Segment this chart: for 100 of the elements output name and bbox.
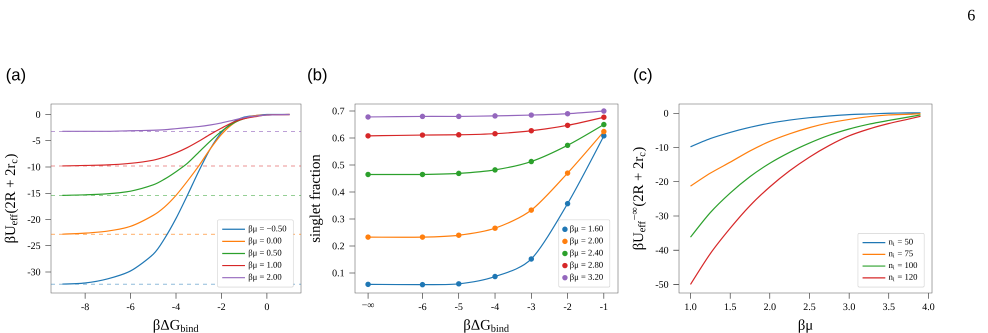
x-tick-label: −∞ xyxy=(362,303,374,308)
point xyxy=(528,112,534,118)
chart-title: (b) xyxy=(308,68,326,84)
chart-title: (a) xyxy=(6,68,26,84)
y-tick-label: -20 xyxy=(656,178,668,186)
y-tick-label: 0 xyxy=(664,110,668,117)
point xyxy=(492,274,498,280)
x-tick-label: 4.0 xyxy=(922,303,934,310)
point xyxy=(420,132,426,138)
x-tick-label: -4 xyxy=(172,303,180,310)
x-tick-label: 2.0 xyxy=(764,303,776,310)
y-tick-label: -20 xyxy=(28,216,40,223)
point xyxy=(420,282,426,288)
x-tick-label: -3 xyxy=(528,303,536,310)
x-tick-label: -2 xyxy=(564,303,572,310)
y-axis-title: βU$_{eff}$(2R + 2r$_{c}$) xyxy=(4,154,18,242)
y-axis-title: βU$_{eff}$$^{−∞}$(2R + 2r$_{c}$) xyxy=(632,147,646,250)
legend-label: n$_{i}$ = 100 xyxy=(888,262,918,270)
y-tick-label: 0 xyxy=(36,111,40,118)
point xyxy=(564,122,570,128)
x-tick-label: 3.5 xyxy=(883,303,895,310)
x-tick-label: -1 xyxy=(600,303,608,310)
y-tick-label: 0.7 xyxy=(332,108,344,114)
y-tick-label: -5 xyxy=(32,137,40,144)
x-tick-label: 2.5 xyxy=(804,303,816,310)
legend-label: βμ = −0.50 xyxy=(248,225,286,234)
line-series xyxy=(690,116,922,286)
point xyxy=(456,132,462,138)
point xyxy=(564,110,570,116)
x-tick-label: -6 xyxy=(126,303,134,310)
y-tick-label: 0.4 xyxy=(332,188,344,196)
point xyxy=(365,172,371,178)
x-axis-title: βΔG$_{bind}$ xyxy=(464,319,509,333)
point xyxy=(365,133,371,139)
point xyxy=(492,130,498,136)
legend-label: βμ = 2.80 xyxy=(570,262,603,270)
x-axis-title: βΔG$_{bind}$ xyxy=(154,319,198,333)
x-tick-label: -2 xyxy=(218,303,226,310)
y-tick-label: -50 xyxy=(656,281,668,288)
line-series xyxy=(690,114,922,238)
point xyxy=(564,170,570,176)
chart-title: (c) xyxy=(634,68,652,84)
legend-label: n$_{i}$ = 75 xyxy=(888,250,913,258)
point xyxy=(365,282,371,288)
point xyxy=(492,167,498,173)
legend-label: βμ = 0.00 xyxy=(248,237,282,246)
point xyxy=(601,122,607,128)
x-tick-label: 1.5 xyxy=(724,303,736,310)
legend-label: βμ = 2.00 xyxy=(570,237,603,246)
point xyxy=(420,234,426,240)
point xyxy=(564,200,570,206)
legend-label: βμ = 1.60 xyxy=(570,225,603,234)
legend-label: βμ = 2.00 xyxy=(248,274,282,282)
point xyxy=(420,114,426,120)
x-tick-label: -4 xyxy=(491,303,500,310)
legend-label: n$_{i}$ = 50 xyxy=(888,238,913,246)
x-tick-label: 3.0 xyxy=(843,303,855,310)
legend-label: βμ = 0.50 xyxy=(248,249,282,258)
legend-label: βμ = 3.20 xyxy=(570,274,603,282)
point xyxy=(456,232,462,238)
point xyxy=(528,128,534,134)
x-axis-title: βμ xyxy=(798,319,813,333)
text: 6 xyxy=(968,10,975,20)
y-tick-label: -10 xyxy=(28,164,40,170)
point xyxy=(492,113,498,119)
point xyxy=(528,207,534,213)
legend-label: βμ = 2.40 xyxy=(570,249,603,258)
y-tick-label: 0.6 xyxy=(332,134,344,142)
y-tick-label: -10 xyxy=(656,144,668,151)
point xyxy=(456,114,462,120)
point xyxy=(601,133,607,139)
point xyxy=(601,114,607,120)
y-tick-label: 0.2 xyxy=(332,242,344,250)
y-tick-label: -15 xyxy=(28,190,40,197)
x-tick-label: 1.0 xyxy=(685,303,696,310)
point xyxy=(365,114,371,120)
point xyxy=(528,158,534,164)
x-tick-label: -8 xyxy=(81,303,89,310)
point xyxy=(601,108,607,114)
line-series xyxy=(690,112,922,148)
point xyxy=(528,256,534,262)
point xyxy=(601,128,607,134)
x-tick-label: 0 xyxy=(264,303,270,310)
point xyxy=(456,170,462,176)
x-tick-label: -5 xyxy=(454,303,463,310)
y-tick-label: 0.5 xyxy=(332,162,344,168)
y-tick-label: 0.1 xyxy=(332,270,344,276)
legend-label: βμ = 1.00 xyxy=(248,262,282,270)
y-tick-label: -25 xyxy=(28,242,40,250)
point xyxy=(420,172,426,178)
y-tick-label: -40 xyxy=(656,246,668,254)
point xyxy=(456,281,462,287)
point xyxy=(492,225,498,231)
point xyxy=(365,234,371,240)
legend-label: n$_{i}$ = 120 xyxy=(888,274,918,282)
y-tick-label: -30 xyxy=(28,268,40,276)
line-series xyxy=(690,112,922,187)
y-axis-title: singlet fraction xyxy=(309,154,323,242)
y-tick-label: 0.3 xyxy=(332,216,344,222)
y-tick-label: -30 xyxy=(656,212,668,220)
